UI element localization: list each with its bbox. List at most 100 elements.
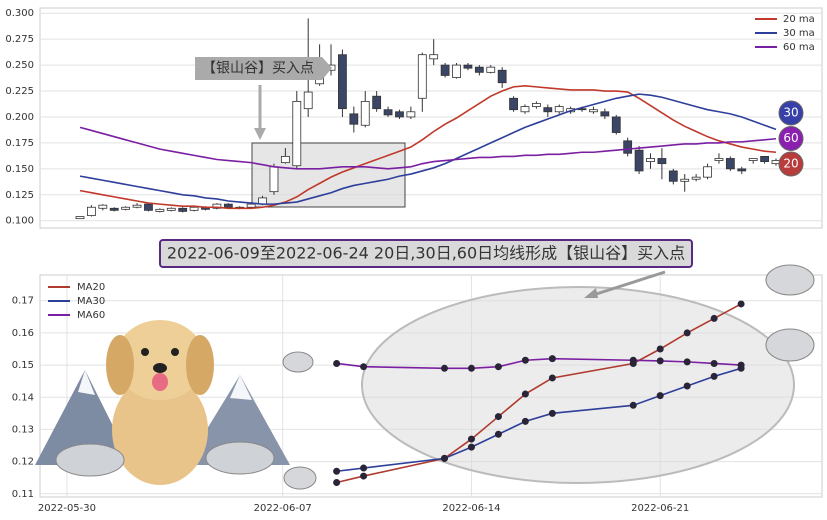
badge-label: 20 bbox=[783, 157, 798, 171]
point bbox=[360, 464, 368, 472]
point bbox=[710, 314, 718, 322]
point bbox=[440, 454, 448, 462]
legend-label: 20 ma bbox=[783, 14, 815, 25]
candle-body bbox=[520, 106, 530, 113]
candle-body bbox=[452, 64, 461, 78]
snow bbox=[230, 375, 252, 400]
point bbox=[521, 356, 529, 364]
banner-title: 2022-06-09至2022-06-24 20日,30日,60日均线形成【银山… bbox=[167, 244, 685, 263]
candle-body bbox=[109, 207, 119, 211]
ingot bbox=[765, 328, 815, 362]
candle-body bbox=[531, 103, 541, 107]
x-tick-label: 2022-06-14 bbox=[442, 503, 500, 514]
candle-body bbox=[395, 111, 404, 118]
candle-body bbox=[737, 168, 747, 172]
snow bbox=[78, 370, 95, 395]
data-layer: 0.100 0.125 0.150 0.175 0.200 0.225 0.250 0.275… bbox=[5, 8, 814, 514]
point bbox=[656, 345, 664, 353]
badge-label: 30 bbox=[783, 106, 798, 120]
candle-body bbox=[223, 203, 233, 208]
y-tick-label: 0.300 bbox=[5, 8, 34, 19]
y-tick-label: 0.17 bbox=[12, 296, 34, 307]
point bbox=[360, 472, 368, 480]
highlight-ellipse bbox=[361, 286, 795, 484]
line bbox=[336, 303, 742, 484]
point bbox=[548, 374, 556, 382]
candle-body bbox=[87, 206, 96, 216]
candle-body bbox=[623, 140, 633, 154]
legend-label: MA30 bbox=[77, 296, 105, 307]
dog-eye bbox=[171, 348, 179, 356]
point bbox=[521, 417, 529, 425]
candle-body bbox=[121, 206, 131, 210]
candle-body bbox=[543, 107, 553, 113]
dog-nose bbox=[153, 363, 167, 373]
ma-line bbox=[79, 93, 777, 205]
point bbox=[683, 329, 691, 337]
legend-label: MA60 bbox=[77, 310, 105, 321]
point bbox=[440, 364, 448, 372]
ma-line bbox=[79, 126, 777, 170]
candle-body bbox=[280, 155, 290, 164]
candle-body bbox=[634, 149, 644, 172]
candle-body bbox=[75, 216, 85, 220]
point bbox=[548, 409, 556, 417]
point bbox=[360, 363, 368, 371]
y-tick-label: 0.11 bbox=[12, 489, 34, 500]
dog-ear bbox=[186, 335, 214, 395]
y-tick-label: 0.14 bbox=[12, 392, 34, 403]
candle-body bbox=[748, 158, 758, 161]
candle-body bbox=[417, 54, 427, 99]
x-tick-label: 2022-05-30 bbox=[38, 503, 96, 514]
candle-body bbox=[725, 158, 735, 170]
x-tick-label: 2022-06-07 bbox=[254, 503, 312, 514]
y-tick-label: 0.13 bbox=[12, 424, 34, 435]
candle-body bbox=[429, 54, 439, 60]
point bbox=[629, 401, 637, 409]
candle-body bbox=[668, 170, 678, 182]
candle-body bbox=[760, 155, 769, 162]
line bbox=[336, 367, 742, 473]
y-tick-label: 0.15 bbox=[12, 360, 34, 371]
ma-line bbox=[79, 85, 777, 210]
point bbox=[548, 355, 556, 363]
candle-body bbox=[349, 113, 359, 125]
candle-body bbox=[611, 116, 621, 133]
ingot bbox=[765, 264, 815, 296]
point bbox=[467, 435, 475, 443]
point bbox=[333, 467, 341, 475]
candle-body bbox=[292, 100, 302, 167]
badge-label: 60 bbox=[783, 131, 798, 145]
candle-body bbox=[338, 54, 347, 110]
candle-body bbox=[166, 207, 176, 211]
candle-body bbox=[406, 111, 416, 118]
banner bbox=[159, 239, 693, 268]
point bbox=[494, 430, 502, 438]
candle-body bbox=[657, 158, 667, 165]
candle-body bbox=[132, 204, 142, 208]
candle-body bbox=[212, 203, 222, 209]
point bbox=[737, 361, 745, 369]
badge bbox=[778, 126, 804, 151]
ingot bbox=[283, 466, 317, 490]
dog-ear bbox=[106, 335, 134, 395]
candle-body bbox=[554, 106, 564, 113]
point bbox=[683, 382, 691, 390]
candle-body bbox=[189, 206, 199, 211]
candle-body bbox=[372, 95, 382, 110]
line bbox=[336, 357, 742, 370]
point bbox=[467, 443, 475, 451]
y-tick-label: 0.125 bbox=[5, 190, 34, 201]
point bbox=[710, 359, 718, 367]
point bbox=[710, 372, 718, 380]
y-tick-label: 0.12 bbox=[12, 457, 34, 468]
candle-body bbox=[474, 66, 484, 73]
point bbox=[333, 359, 341, 367]
y-tick-label: 0.275 bbox=[5, 34, 34, 45]
y-tick-label: 0.250 bbox=[5, 60, 34, 71]
pointer-arrow bbox=[589, 270, 666, 298]
y-tick-label: 0.150 bbox=[5, 164, 34, 175]
candle-body bbox=[269, 166, 279, 193]
y-tick-label: 0.175 bbox=[5, 138, 34, 149]
